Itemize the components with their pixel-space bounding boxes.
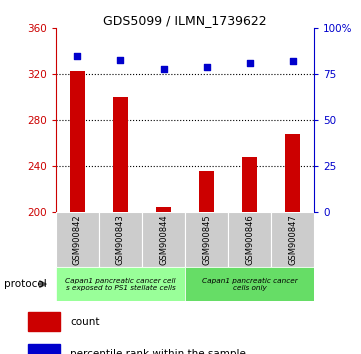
Text: count: count [70, 316, 100, 326]
Bar [185, 212, 228, 267]
Text: GSM900844: GSM900844 [159, 215, 168, 265]
Text: GSM900846: GSM900846 [245, 215, 254, 265]
Bar [70, 71, 85, 212]
Point [118, 57, 123, 62]
Text: GSM900842: GSM900842 [73, 215, 82, 265]
Title: GDS5099 / ILMN_1739622: GDS5099 / ILMN_1739622 [103, 14, 267, 27]
Text: GSM900847: GSM900847 [288, 215, 297, 265]
Point [247, 61, 252, 66]
Bar [56, 267, 185, 301]
Text: GSM900843: GSM900843 [116, 215, 125, 265]
Text: Capan1 pancreatic cancer
cells only: Capan1 pancreatic cancer cells only [202, 278, 297, 291]
Bar [113, 97, 128, 212]
Point [75, 53, 81, 59]
Bar [199, 171, 214, 212]
Text: protocol: protocol [4, 279, 46, 289]
Text: GSM900845: GSM900845 [202, 215, 211, 265]
Bar [56, 212, 99, 267]
Point [204, 64, 209, 70]
Bar [28, 344, 60, 354]
Bar [156, 207, 171, 212]
Bar [285, 134, 300, 212]
Bar [228, 212, 271, 267]
Bar [28, 312, 60, 331]
Bar [99, 212, 142, 267]
Bar [185, 267, 314, 301]
Point [290, 59, 295, 64]
Bar [242, 157, 257, 212]
Bar [271, 212, 314, 267]
Text: Capan1 pancreatic cancer cell
s exposed to PS1 stellate cells: Capan1 pancreatic cancer cell s exposed … [65, 278, 176, 291]
Bar [142, 212, 185, 267]
Text: percentile rank within the sample: percentile rank within the sample [70, 349, 246, 354]
Point [161, 66, 166, 72]
